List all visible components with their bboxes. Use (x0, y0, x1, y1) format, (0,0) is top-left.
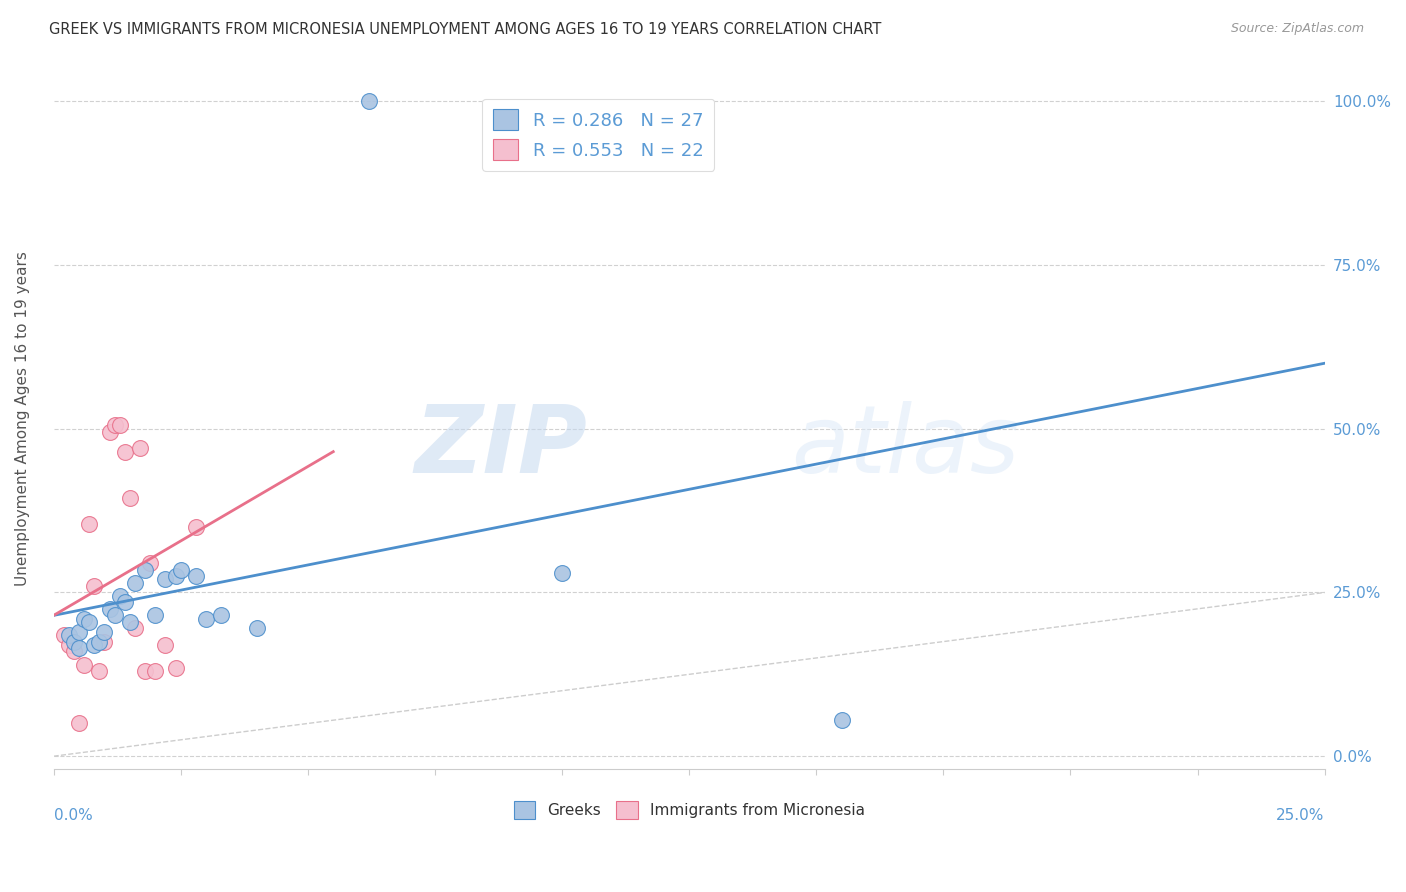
Point (63, 644, 86, 658)
Text: ZIP: ZIP (415, 401, 588, 493)
Point (124, 575, 146, 590)
Point (83, 579, 105, 593)
Point (114, 444, 136, 458)
Point (73, 657, 96, 672)
Point (134, 563, 156, 577)
Point (73, 612, 96, 626)
Point (155, 573, 177, 587)
Point (209, 608, 232, 623)
Point (155, 638, 177, 652)
Point (104, 608, 127, 623)
Point (52, 628, 75, 642)
Point (143, 664, 166, 678)
Legend: Greeks, Immigrants from Micronesia: Greeks, Immigrants from Micronesia (508, 795, 870, 825)
Point (831, 713, 853, 727)
Text: atlas: atlas (790, 401, 1019, 492)
Point (58, 628, 80, 642)
Point (124, 622, 146, 636)
Point (114, 595, 136, 609)
Point (67, 716, 90, 731)
Text: GREEK VS IMMIGRANTS FROM MICRONESIA UNEMPLOYMENT AMONG AGES 16 TO 19 YEARS CORRE: GREEK VS IMMIGRANTS FROM MICRONESIA UNEM… (49, 22, 882, 37)
Text: Source: ZipAtlas.com: Source: ZipAtlas.com (1230, 22, 1364, 36)
Point (89, 664, 111, 678)
Point (77, 516, 100, 531)
Point (58, 638, 80, 652)
Point (108, 418, 131, 433)
Point (89, 634, 111, 648)
Point (118, 491, 141, 505)
Point (246, 622, 269, 636)
Text: 0.0%: 0.0% (53, 808, 93, 822)
Point (93, 634, 115, 648)
Point (134, 664, 156, 678)
Point (551, 566, 574, 580)
Point (83, 638, 105, 652)
Point (77, 615, 100, 629)
Point (98, 602, 121, 616)
Point (165, 661, 187, 675)
Text: 25.0%: 25.0% (1277, 808, 1324, 822)
Point (63, 634, 86, 648)
Y-axis label: Unemployment Among Ages 16 to 19 years: Unemployment Among Ages 16 to 19 years (15, 252, 30, 586)
Point (67, 641, 90, 656)
Point (184, 520, 207, 534)
Point (104, 418, 127, 433)
Point (195, 612, 218, 626)
Point (143, 608, 166, 623)
Point (184, 569, 207, 583)
Point (93, 624, 115, 639)
Point (357, 95, 380, 109)
Point (108, 589, 131, 603)
Point (129, 442, 152, 456)
Point (98, 425, 121, 439)
Point (165, 569, 187, 583)
Point (118, 615, 141, 629)
Point (139, 556, 162, 570)
Point (170, 563, 193, 577)
Point (67, 624, 90, 639)
